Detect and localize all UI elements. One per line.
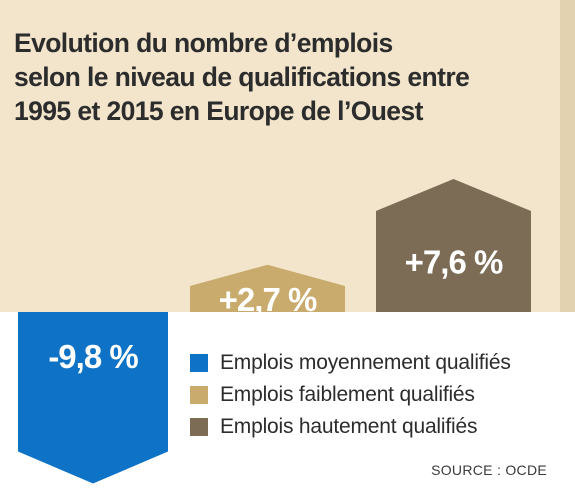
- bars-layer: [18, 179, 531, 484]
- bar-moyennement: [18, 312, 168, 484]
- legend-label-faiblement: Emplois faiblement qualifiés: [220, 383, 475, 406]
- title-line-2: selon le niveau de qualifications entre: [14, 62, 470, 92]
- legend-swatch-faiblement: [190, 386, 208, 404]
- title-line-3: 1995 et 2015 en Europe de l’Ouest: [14, 96, 423, 126]
- source-note: SOURCE : OCDE: [431, 462, 547, 478]
- right-edge-band: [560, 0, 575, 312]
- legend-label-moyennement: Emplois moyennement qualifiés: [220, 351, 511, 374]
- legend-swatch-hautement: [190, 418, 208, 436]
- data-label-moyennement: -9,8 %: [48, 338, 138, 375]
- legend-item-moyennement: Emplois moyennement qualifiés: [190, 347, 560, 379]
- legend-label-hautement: Emplois hautement qualifiés: [220, 415, 478, 438]
- legend-swatch-moyennement: [190, 354, 208, 372]
- chart-title: Evolution du nombre d’emplois selon le n…: [14, 26, 554, 128]
- title-line-1: Evolution du nombre d’emplois: [14, 28, 393, 58]
- data-label-hautement: +7,6 %: [405, 244, 503, 281]
- bar-faiblement: [190, 264, 345, 312]
- bar-hautement: [376, 179, 531, 312]
- legend-item-faiblement: Emplois faiblement qualifiés: [190, 379, 560, 411]
- legend-item-hautement: Emplois hautement qualifiés: [190, 411, 560, 443]
- data-label-faiblement: +2,7 %: [219, 281, 317, 318]
- legend: Emplois moyennement qualifiés Emplois fa…: [190, 347, 560, 443]
- data-labels-layer: -9,8 % +2,7 % +7,6 %: [48, 244, 504, 376]
